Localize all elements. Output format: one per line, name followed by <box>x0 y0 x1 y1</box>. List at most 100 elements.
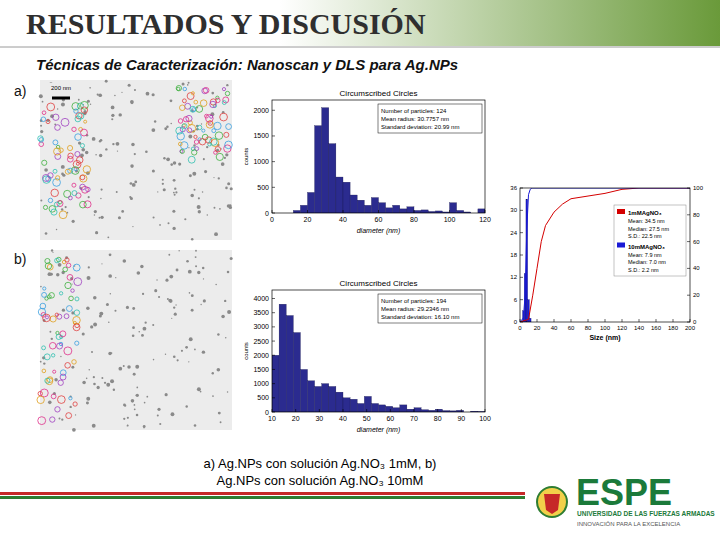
header-rule <box>0 47 720 48</box>
histogram: 1020304050607080901000500100015002000250… <box>243 279 491 434</box>
particle <box>230 187 233 190</box>
detected-particle <box>224 132 229 137</box>
y-tick <box>520 210 523 211</box>
particle <box>219 208 221 210</box>
particle <box>101 263 102 264</box>
x-tick <box>272 409 273 412</box>
chart-title: Circumscribed Circles <box>340 279 418 288</box>
particle <box>132 226 133 227</box>
particle <box>170 99 173 102</box>
particle <box>213 177 214 178</box>
detected-particle <box>48 173 53 178</box>
y-tick-label: 0 <box>265 409 269 416</box>
annotation: Standard deviation: 20.99 nm <box>381 124 459 130</box>
bar <box>371 403 378 412</box>
detected-particle <box>80 175 87 182</box>
y-tick-label: 4000 <box>253 295 269 302</box>
x-tick-label: 20 <box>292 415 300 422</box>
particle <box>127 365 130 368</box>
y-tick <box>520 255 523 256</box>
detected-particle <box>51 394 56 399</box>
bar <box>407 409 414 412</box>
particle <box>168 254 170 256</box>
y2-tick-label: 80 <box>693 212 700 218</box>
scale-bar <box>52 97 70 100</box>
particle <box>224 300 226 302</box>
frame <box>520 188 690 322</box>
y-tick <box>272 383 275 384</box>
y-tick-label: 18 <box>510 252 517 258</box>
x-tick-label: 200 <box>685 325 696 331</box>
detected-particle <box>38 136 43 141</box>
detected-particle <box>55 258 60 263</box>
bar <box>386 208 393 213</box>
bar <box>414 210 421 213</box>
y-tick-label: 2000 <box>253 352 269 359</box>
x-tick-label: 60 <box>375 216 383 223</box>
particle <box>88 266 90 268</box>
particle <box>90 104 91 105</box>
particle <box>195 265 197 267</box>
particle <box>140 265 143 268</box>
detected-particle <box>69 196 73 200</box>
detected-particle <box>65 258 69 262</box>
bar <box>350 399 357 412</box>
particle <box>177 359 179 361</box>
detected-particle <box>50 417 55 422</box>
y-tick <box>520 232 523 233</box>
particle <box>198 197 200 199</box>
particle <box>97 94 99 96</box>
y2-tick <box>687 322 690 323</box>
detected-particle <box>210 101 216 107</box>
detected-particle <box>54 148 61 155</box>
detected-particle <box>44 354 50 360</box>
detected-particle <box>66 306 72 312</box>
legend-stat: S.D.: 2.2 nm <box>628 267 659 273</box>
x-tick-label: 0 <box>518 325 522 331</box>
bar <box>279 304 286 412</box>
particle <box>65 206 67 208</box>
particle <box>202 267 205 270</box>
x-tick <box>449 210 450 213</box>
detected-particle <box>220 113 228 121</box>
particle <box>96 386 99 389</box>
particle <box>152 324 154 326</box>
bar <box>364 205 371 213</box>
particle <box>131 143 134 146</box>
detected-particle <box>74 109 78 113</box>
detected-particle <box>182 124 187 129</box>
particle <box>70 406 72 408</box>
particle <box>134 404 136 406</box>
x-tick <box>437 409 438 412</box>
bar <box>400 209 407 213</box>
detected-particle <box>188 156 195 163</box>
logo-text: ESPE <box>576 472 672 513</box>
detected-particle <box>75 297 79 301</box>
particle <box>136 387 138 389</box>
particle <box>39 94 43 98</box>
particle <box>184 218 186 220</box>
bar <box>286 316 293 412</box>
detected-particle <box>182 99 186 103</box>
x-tick-label: 40 <box>339 415 347 422</box>
detected-particle <box>202 129 205 132</box>
university: UNIVERSIDAD DE LAS FUERZAS ARMADAS <box>577 510 715 517</box>
particle <box>191 309 194 312</box>
y2-tick-label: 0 <box>693 319 697 325</box>
detected-particle <box>69 397 72 400</box>
y-tick-label: 3000 <box>253 323 269 330</box>
particle <box>170 123 172 125</box>
y-tick <box>272 135 275 136</box>
particle <box>146 92 150 96</box>
particle <box>144 321 146 323</box>
x-tick-label: 90 <box>457 415 465 422</box>
particle <box>217 368 221 372</box>
detected-particle <box>75 134 82 141</box>
detected-particle <box>72 360 77 365</box>
x-tick-label: 60 <box>568 325 575 331</box>
x-axis-title: diameter (nm) <box>357 426 401 434</box>
bar <box>322 384 329 412</box>
bar <box>414 408 421 412</box>
particle <box>86 397 90 401</box>
particle <box>136 414 139 417</box>
